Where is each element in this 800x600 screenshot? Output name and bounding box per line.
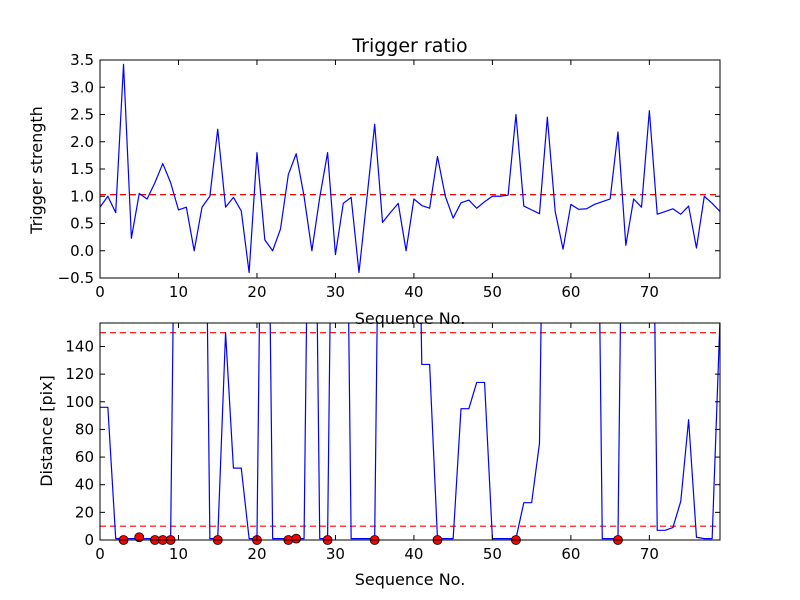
y-axis-label: Distance [pix] bbox=[37, 375, 56, 487]
x-axis-label: Sequence No. bbox=[355, 570, 466, 589]
y-tick-label: −0.5 bbox=[58, 269, 94, 287]
x-tick-label: 0 bbox=[95, 545, 105, 563]
plot-area: 0 10 20 30 40 50 60 70 −0.5 0.0 0.5 1.0 1.5 2.0 2.5 3.0… bbox=[58, 51, 721, 301]
x-tick-label: 50 bbox=[483, 283, 502, 301]
y-tick-label: 140 bbox=[65, 337, 94, 355]
y-tick-label: 1.5 bbox=[70, 160, 94, 178]
x-tick-label: 40 bbox=[404, 283, 423, 301]
y-axis-label: Trigger strength bbox=[27, 106, 46, 235]
x-tick-label: 0 bbox=[95, 283, 105, 301]
y-tick-label: 120 bbox=[65, 365, 94, 383]
x-tick-label: 70 bbox=[640, 283, 659, 301]
data-point bbox=[291, 533, 302, 544]
y-tick-label: 0 bbox=[84, 531, 94, 549]
y-tick-label: 2.0 bbox=[70, 133, 94, 151]
y-tick-label: 20 bbox=[75, 503, 94, 521]
series-line bbox=[100, 63, 720, 274]
y-tick-label: 1.0 bbox=[70, 187, 94, 205]
distance-chart: 0 10 20 30 40 50 60 70 0 20 40 60 80 100 120 140 Sequen… bbox=[37, 322, 721, 589]
x-tick-label: 60 bbox=[561, 545, 580, 563]
y-tick-label: 3.0 bbox=[70, 78, 94, 96]
plot-area: 0 10 20 30 40 50 60 70 0 20 40 60 80 100 120 140 bbox=[65, 322, 721, 563]
x-tick-label: 50 bbox=[483, 545, 502, 563]
y-tick-label: 80 bbox=[75, 420, 94, 438]
x-tick-label: 30 bbox=[326, 545, 345, 563]
x-tick-label: 30 bbox=[326, 283, 345, 301]
y-tick-label: 0.0 bbox=[70, 242, 94, 260]
x-tick-label: 40 bbox=[404, 545, 423, 563]
chart-title: Trigger ratio bbox=[351, 35, 467, 57]
data-point bbox=[134, 532, 145, 543]
y-tick-label: 60 bbox=[75, 448, 94, 466]
x-tick-label: 60 bbox=[561, 283, 580, 301]
plot-frame bbox=[99, 322, 721, 541]
x-tick-label: 70 bbox=[640, 545, 659, 563]
plot-clip-group bbox=[100, 63, 720, 274]
x-axis-label: Sequence No. bbox=[355, 309, 466, 328]
x-tick-label: 20 bbox=[247, 545, 266, 563]
x-tick-label: 10 bbox=[169, 283, 188, 301]
series-line bbox=[100, 323, 720, 540]
x-tick-label: 20 bbox=[247, 283, 266, 301]
y-tick-label: 0.5 bbox=[70, 215, 94, 233]
y-tick-label: 40 bbox=[75, 476, 94, 494]
trigger-ratio-chart: Trigger ratio 0 10 20 30 40 50 60 70 −0.5 0.0 0.5 1… bbox=[27, 35, 721, 328]
plot-clip-group bbox=[100, 323, 720, 540]
y-tick-label: 2.5 bbox=[70, 106, 94, 124]
y-tick-label: 3.5 bbox=[70, 51, 94, 69]
x-tick-label: 10 bbox=[169, 545, 188, 563]
y-tick-label: 100 bbox=[65, 393, 94, 411]
